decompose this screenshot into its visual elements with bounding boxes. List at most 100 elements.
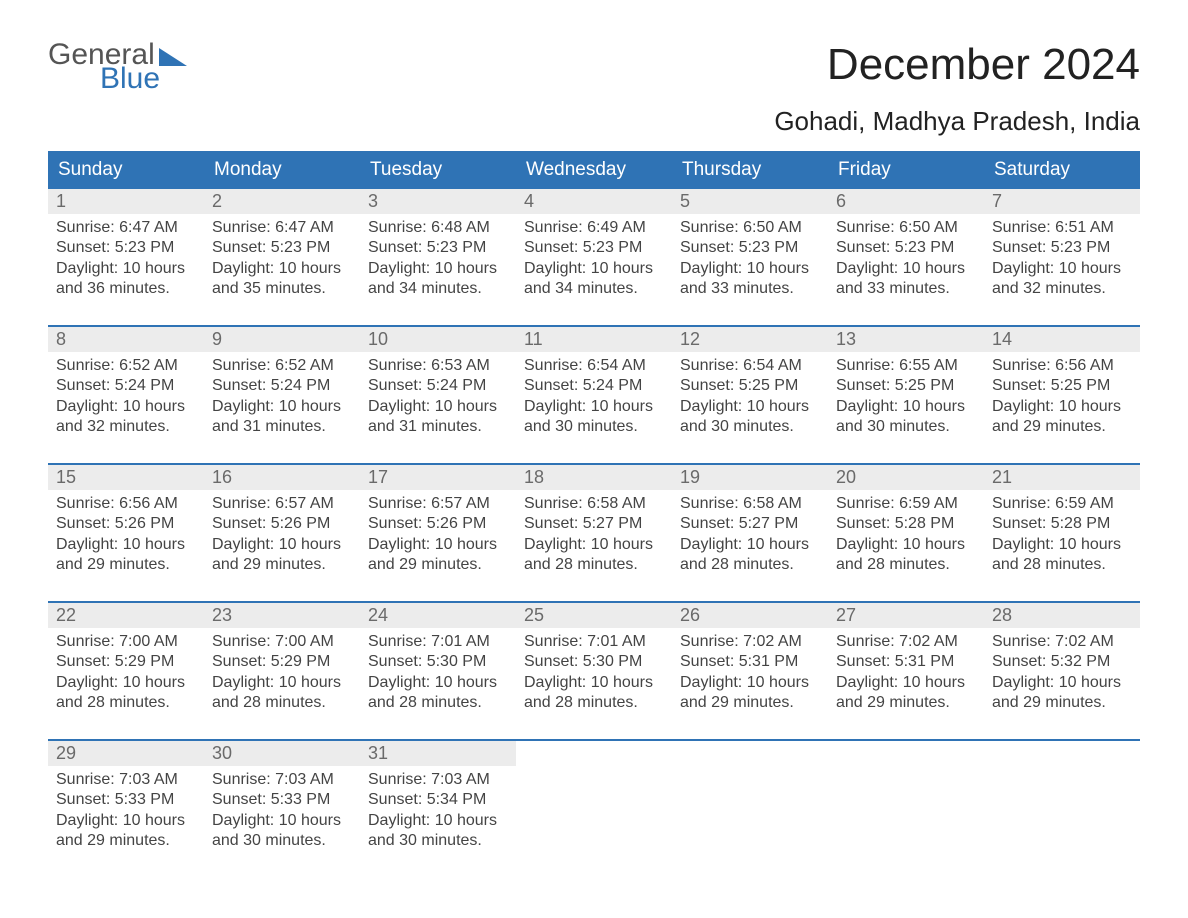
week-row: 8Sunrise: 6:52 AMSunset: 5:24 PMDaylight…	[48, 325, 1140, 445]
day-details: Sunrise: 6:47 AMSunset: 5:23 PMDaylight:…	[48, 214, 204, 306]
day-number: 4	[516, 189, 672, 214]
dow-friday: Friday	[828, 151, 984, 189]
day-details: Sunrise: 7:00 AMSunset: 5:29 PMDaylight:…	[204, 628, 360, 720]
detail-line: Daylight: 10 hours	[680, 397, 820, 417]
day-details: Sunrise: 7:01 AMSunset: 5:30 PMDaylight:…	[516, 628, 672, 720]
day-details: Sunrise: 6:57 AMSunset: 5:26 PMDaylight:…	[204, 490, 360, 582]
detail-line: Sunrise: 7:02 AM	[992, 632, 1132, 652]
day-cell	[828, 741, 984, 859]
detail-line: Sunrise: 6:56 AM	[992, 356, 1132, 376]
day-cell	[672, 741, 828, 859]
detail-line: and 30 minutes.	[212, 831, 352, 851]
detail-line: Daylight: 10 hours	[56, 673, 196, 693]
detail-line: Sunset: 5:31 PM	[680, 652, 820, 672]
day-number: 3	[360, 189, 516, 214]
day-number: 17	[360, 465, 516, 490]
day-details: Sunrise: 6:56 AMSunset: 5:25 PMDaylight:…	[984, 352, 1140, 444]
detail-line: Sunrise: 6:52 AM	[56, 356, 196, 376]
day-cell: 30Sunrise: 7:03 AMSunset: 5:33 PMDayligh…	[204, 741, 360, 859]
detail-line: Daylight: 10 hours	[524, 673, 664, 693]
detail-line: Sunset: 5:23 PM	[836, 238, 976, 258]
detail-line: and 28 minutes.	[212, 693, 352, 713]
day-cell: 6Sunrise: 6:50 AMSunset: 5:23 PMDaylight…	[828, 189, 984, 307]
day-cell: 20Sunrise: 6:59 AMSunset: 5:28 PMDayligh…	[828, 465, 984, 583]
detail-line: Daylight: 10 hours	[56, 535, 196, 555]
detail-line: Sunset: 5:26 PM	[212, 514, 352, 534]
detail-line: and 32 minutes.	[992, 279, 1132, 299]
day-number: 31	[360, 741, 516, 766]
detail-line: Daylight: 10 hours	[212, 397, 352, 417]
day-details: Sunrise: 7:02 AMSunset: 5:31 PMDaylight:…	[672, 628, 828, 720]
day-cell: 14Sunrise: 6:56 AMSunset: 5:25 PMDayligh…	[984, 327, 1140, 445]
detail-line: Sunset: 5:26 PM	[368, 514, 508, 534]
detail-line: Daylight: 10 hours	[992, 535, 1132, 555]
detail-line: Sunset: 5:23 PM	[524, 238, 664, 258]
day-cell: 10Sunrise: 6:53 AMSunset: 5:24 PMDayligh…	[360, 327, 516, 445]
day-number: 19	[672, 465, 828, 490]
detail-line: Daylight: 10 hours	[680, 535, 820, 555]
month-title: December 2024	[827, 40, 1140, 90]
detail-line: Sunrise: 7:03 AM	[212, 770, 352, 790]
logo: General Blue	[48, 40, 187, 94]
day-cell: 12Sunrise: 6:54 AMSunset: 5:25 PMDayligh…	[672, 327, 828, 445]
day-cell: 3Sunrise: 6:48 AMSunset: 5:23 PMDaylight…	[360, 189, 516, 307]
day-number: 1	[48, 189, 204, 214]
dow-wednesday: Wednesday	[516, 151, 672, 189]
detail-line: Sunset: 5:23 PM	[368, 238, 508, 258]
detail-line: and 28 minutes.	[524, 555, 664, 575]
day-number: 24	[360, 603, 516, 628]
detail-line: Daylight: 10 hours	[836, 259, 976, 279]
detail-line: Daylight: 10 hours	[212, 259, 352, 279]
detail-line: and 29 minutes.	[836, 693, 976, 713]
detail-line: and 28 minutes.	[992, 555, 1132, 575]
detail-line: Sunrise: 6:59 AM	[992, 494, 1132, 514]
day-cell: 19Sunrise: 6:58 AMSunset: 5:27 PMDayligh…	[672, 465, 828, 583]
day-details: Sunrise: 7:00 AMSunset: 5:29 PMDaylight:…	[48, 628, 204, 720]
day-details: Sunrise: 6:50 AMSunset: 5:23 PMDaylight:…	[828, 214, 984, 306]
detail-line: Sunset: 5:30 PM	[368, 652, 508, 672]
detail-line: Sunrise: 6:58 AM	[524, 494, 664, 514]
detail-line: Sunset: 5:28 PM	[992, 514, 1132, 534]
day-details: Sunrise: 6:48 AMSunset: 5:23 PMDaylight:…	[360, 214, 516, 306]
day-cell: 13Sunrise: 6:55 AMSunset: 5:25 PMDayligh…	[828, 327, 984, 445]
day-number: 27	[828, 603, 984, 628]
detail-line: Sunrise: 6:57 AM	[368, 494, 508, 514]
day-number: 7	[984, 189, 1140, 214]
detail-line: Sunrise: 7:01 AM	[368, 632, 508, 652]
detail-line: Sunset: 5:34 PM	[368, 790, 508, 810]
detail-line: and 29 minutes.	[56, 831, 196, 851]
day-cell: 24Sunrise: 7:01 AMSunset: 5:30 PMDayligh…	[360, 603, 516, 721]
detail-line: Sunset: 5:31 PM	[836, 652, 976, 672]
detail-line: Sunrise: 7:02 AM	[836, 632, 976, 652]
detail-line: Sunset: 5:29 PM	[56, 652, 196, 672]
day-details: Sunrise: 6:52 AMSunset: 5:24 PMDaylight:…	[48, 352, 204, 444]
detail-line: Sunrise: 7:01 AM	[524, 632, 664, 652]
detail-line: Sunset: 5:24 PM	[56, 376, 196, 396]
day-details: Sunrise: 6:51 AMSunset: 5:23 PMDaylight:…	[984, 214, 1140, 306]
detail-line: Daylight: 10 hours	[836, 397, 976, 417]
detail-line: and 30 minutes.	[524, 417, 664, 437]
day-details: Sunrise: 6:54 AMSunset: 5:24 PMDaylight:…	[516, 352, 672, 444]
day-number: 26	[672, 603, 828, 628]
day-cell: 23Sunrise: 7:00 AMSunset: 5:29 PMDayligh…	[204, 603, 360, 721]
detail-line: Daylight: 10 hours	[992, 673, 1132, 693]
day-number: 28	[984, 603, 1140, 628]
detail-line: and 30 minutes.	[368, 831, 508, 851]
week-row: 22Sunrise: 7:00 AMSunset: 5:29 PMDayligh…	[48, 601, 1140, 721]
day-details: Sunrise: 7:03 AMSunset: 5:33 PMDaylight:…	[48, 766, 204, 858]
detail-line: Sunset: 5:29 PM	[212, 652, 352, 672]
detail-line: Sunrise: 7:00 AM	[212, 632, 352, 652]
day-details: Sunrise: 6:56 AMSunset: 5:26 PMDaylight:…	[48, 490, 204, 582]
detail-line: and 29 minutes.	[680, 693, 820, 713]
detail-line: Daylight: 10 hours	[524, 535, 664, 555]
detail-line: Daylight: 10 hours	[368, 535, 508, 555]
detail-line: Sunrise: 7:03 AM	[368, 770, 508, 790]
detail-line: Sunset: 5:26 PM	[56, 514, 196, 534]
day-cell: 7Sunrise: 6:51 AMSunset: 5:23 PMDaylight…	[984, 189, 1140, 307]
detail-line: and 34 minutes.	[524, 279, 664, 299]
day-details: Sunrise: 6:47 AMSunset: 5:23 PMDaylight:…	[204, 214, 360, 306]
detail-line: Sunrise: 6:48 AM	[368, 218, 508, 238]
detail-line: Daylight: 10 hours	[56, 259, 196, 279]
detail-line: and 30 minutes.	[680, 417, 820, 437]
dow-monday: Monday	[204, 151, 360, 189]
